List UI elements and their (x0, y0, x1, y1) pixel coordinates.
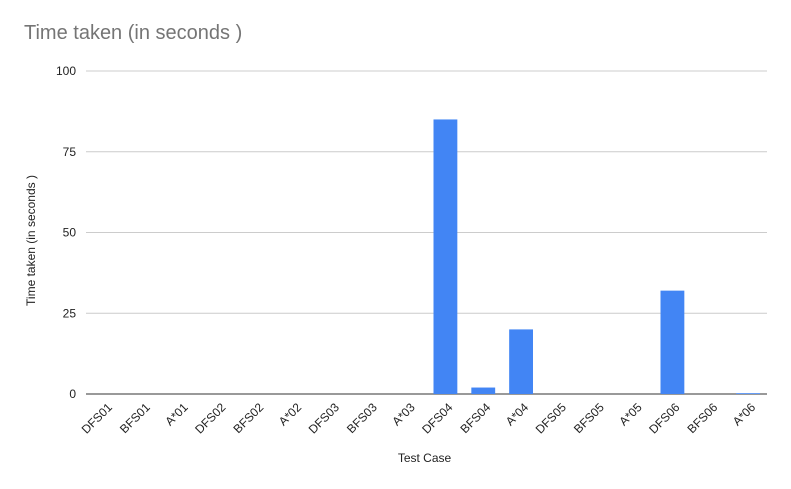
x-tick-label: DFS06 (646, 400, 683, 437)
bar-a04 (509, 329, 534, 394)
x-tick-label: BFS05 (571, 400, 607, 436)
x-tick-label: A*03 (389, 400, 418, 429)
x-tick-label: BFS03 (344, 400, 380, 436)
x-tick-label: DFS02 (192, 400, 229, 437)
chart-title: Time taken (in seconds ) (24, 22, 243, 44)
y-tick-label: 75 (63, 145, 77, 159)
x-tick-label: A*04 (503, 400, 532, 429)
x-tick-label: A*05 (616, 400, 645, 429)
y-tick-label: 50 (63, 226, 77, 240)
x-tick-labels: DFS01 BFS01 A*01 DFS02 BFS02 A*02 DFS03 BFS03 A*… (79, 400, 759, 437)
y-tick-label: 25 (63, 306, 77, 320)
x-tick-label: DFS05 (533, 400, 570, 437)
x-tick-label: A*01 (162, 400, 191, 429)
x-tick-label: BFS04 (458, 400, 494, 436)
bar-a06 (736, 393, 761, 394)
x-tick-label: DFS03 (306, 400, 343, 437)
bar-dfs04 (433, 119, 458, 394)
gridlines (86, 70, 767, 395)
bars (433, 119, 761, 394)
x-tick-label: BFS01 (117, 400, 153, 436)
bar-bfs04 (471, 387, 496, 394)
y-tick-labels: 0 25 50 75 100 (56, 64, 76, 401)
x-tick-label: A*06 (730, 400, 759, 429)
y-tick-label: 0 (69, 387, 76, 401)
x-tick-label: DFS04 (419, 400, 456, 437)
x-tick-label: DFS01 (79, 400, 116, 437)
y-axis-title: Time taken (in seconds ) (24, 175, 38, 306)
y-tick-label: 100 (56, 64, 76, 78)
x-tick-label: BFS02 (231, 400, 267, 436)
x-tick-label: A*02 (276, 400, 305, 429)
bar-dfs06 (660, 290, 685, 394)
x-tick-label: BFS06 (685, 400, 721, 436)
x-axis-title: Test Case (398, 451, 452, 465)
